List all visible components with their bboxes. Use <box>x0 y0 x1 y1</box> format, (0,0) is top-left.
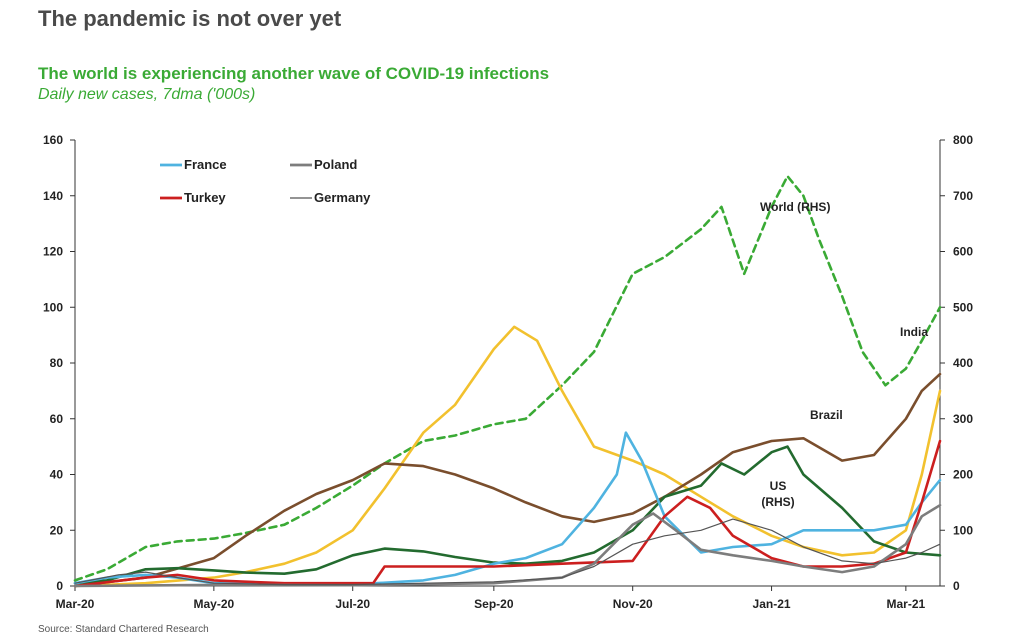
chart-axes: 0 20 40 60 80 100 120 140 160 0 100 200 300 400 500 600… <box>43 133 973 611</box>
source-note: Source: Standard Chartered Research <box>38 624 209 635</box>
y-right-tick-label: 400 <box>953 356 973 370</box>
line-chart: 0 20 40 60 80 100 120 140 160 0 100 200 300 400 500 600… <box>43 133 973 611</box>
series-line-india <box>73 325 942 588</box>
x-tick-label: Mar-20 <box>56 597 95 611</box>
y-left-tick-label: 80 <box>50 356 64 370</box>
chart-units-subtitle: Daily new cases, 7dma ('000s) <box>38 86 256 103</box>
y-left-tick-label: 160 <box>43 133 63 147</box>
y-left-tick-label: 40 <box>50 468 64 482</box>
chart-legend: France Poland Turkey Germany <box>160 157 371 205</box>
y-left-tick-label: 60 <box>50 412 64 426</box>
x-tick-label: May-20 <box>194 597 235 611</box>
y-right-tick-label: 0 <box>953 579 960 593</box>
y-right-tick-label: 200 <box>953 468 973 482</box>
annotation-world: World (RHS) <box>760 200 830 214</box>
chart-series <box>73 174 942 588</box>
series-line-turkey <box>73 439 942 588</box>
legend-label: France <box>184 157 227 172</box>
y-left-tick-label: 120 <box>43 245 63 259</box>
y-left-tick-label: 140 <box>43 189 63 203</box>
legend-label: Turkey <box>184 190 226 205</box>
x-tick-label: Jan-21 <box>753 597 791 611</box>
x-tick-label: Sep-20 <box>474 597 514 611</box>
series-line-world-rhs <box>73 174 942 582</box>
y-right-tick-label: 100 <box>953 523 973 537</box>
series-line-poland <box>73 503 942 588</box>
x-tick-label: Nov-20 <box>613 597 653 611</box>
x-tick-label: Mar-21 <box>887 597 926 611</box>
y-right-tick-label: 300 <box>953 412 973 426</box>
chart-annotations: World (RHS) India Brazil US (RHS) <box>760 200 928 509</box>
chart-headline: The pandemic is not over yet <box>38 6 342 31</box>
y-right-tick-label: 600 <box>953 245 973 259</box>
legend-label: Poland <box>314 157 357 172</box>
series-line-us-rhs <box>73 445 942 585</box>
legend-label: Germany <box>314 190 371 205</box>
series-line-germany <box>74 518 941 586</box>
y-left-tick-label: 0 <box>56 579 63 593</box>
annotation-brazil: Brazil <box>810 408 843 422</box>
series-line-brazil <box>73 372 942 588</box>
y-right-tick-label: 700 <box>953 189 973 203</box>
y-right-tick-label: 500 <box>953 300 973 314</box>
y-left-tick-label: 20 <box>50 523 64 537</box>
annotation-india: India <box>900 325 928 339</box>
y-right-tick-label: 800 <box>953 133 973 147</box>
y-left-tick-label: 100 <box>43 300 63 314</box>
chart-subtitle: The world is experiencing another wave o… <box>38 64 550 83</box>
annotation-us: US (RHS) <box>761 479 794 509</box>
x-tick-label: Jul-20 <box>335 597 370 611</box>
